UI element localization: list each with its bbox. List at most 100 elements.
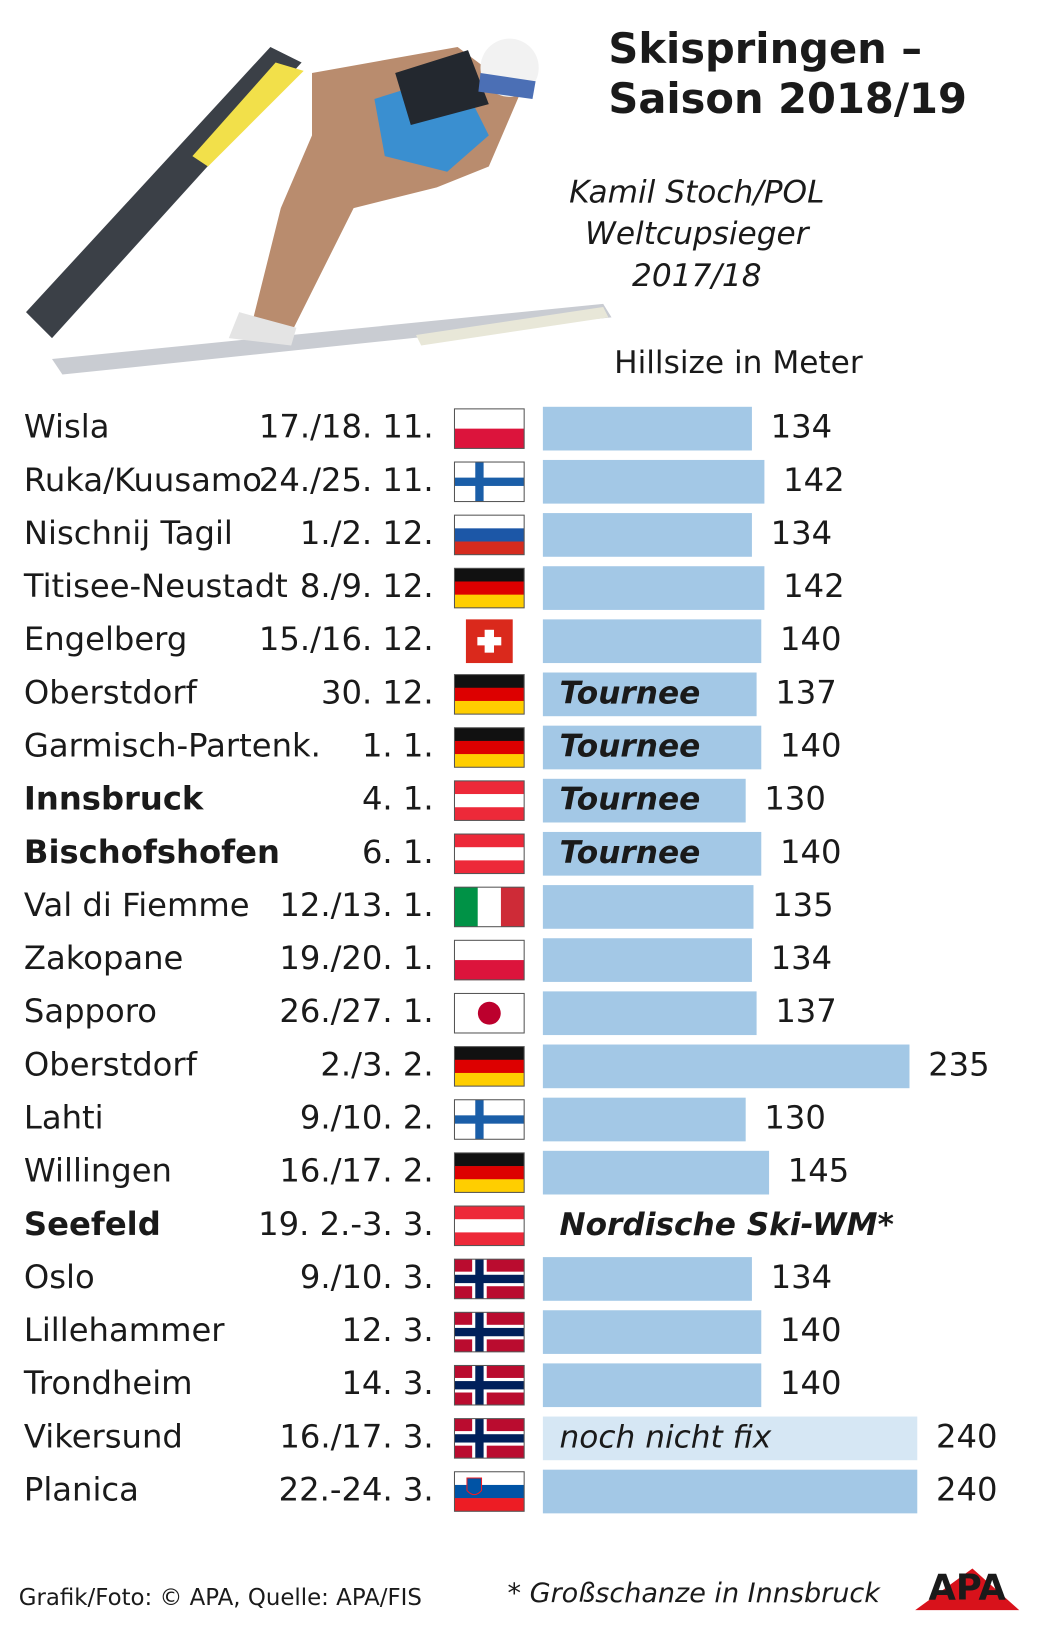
flag bbox=[453, 1205, 525, 1247]
title-line: Skispringen – bbox=[608, 24, 922, 73]
value-label: 130 bbox=[764, 780, 826, 818]
value-label: 130 bbox=[764, 1099, 826, 1137]
flag-border bbox=[453, 567, 525, 609]
date: 30. 12. bbox=[321, 673, 434, 711]
flag-stripe bbox=[454, 1232, 525, 1246]
date: 6. 1. bbox=[362, 833, 434, 871]
flag bbox=[453, 1046, 525, 1087]
footnote: * Großschanze in Innsbruck bbox=[508, 1578, 882, 1609]
flag-border bbox=[453, 461, 525, 503]
flag-cross bbox=[454, 1274, 525, 1284]
bar-label: noch nicht fix bbox=[560, 1419, 772, 1455]
flag bbox=[453, 780, 525, 821]
flag-border bbox=[453, 939, 525, 981]
title-line: Saison 2018/19 bbox=[608, 74, 967, 123]
flag-stripe bbox=[454, 860, 525, 874]
venue: Oberstdorf bbox=[24, 1045, 198, 1083]
venue: Willingen bbox=[24, 1152, 172, 1190]
flag-border bbox=[453, 1364, 525, 1406]
flag-stripe bbox=[454, 428, 525, 449]
value-label: 140 bbox=[780, 833, 842, 871]
bar-label: Tournee bbox=[560, 675, 701, 711]
flag-border bbox=[453, 833, 525, 875]
date: 22.-24. 3. bbox=[279, 1471, 434, 1509]
flag bbox=[453, 1152, 525, 1193]
venue: Zakopane bbox=[24, 939, 183, 977]
venue: Val di Fiemme bbox=[24, 886, 250, 924]
flag-stripe bbox=[454, 1484, 525, 1499]
bar bbox=[542, 885, 754, 929]
venue: Oberstdorf bbox=[24, 673, 198, 711]
flag-border bbox=[453, 1046, 525, 1087]
flag-stripe bbox=[454, 594, 525, 609]
bar bbox=[542, 991, 757, 1036]
flag-cross bbox=[454, 1381, 525, 1390]
date: 4. 1. bbox=[362, 780, 434, 818]
flag-stripe bbox=[454, 687, 525, 702]
date: 15./16. 12. bbox=[259, 620, 434, 658]
flag-stripe bbox=[454, 568, 525, 582]
venue: Titisee-Neustadt bbox=[23, 567, 288, 605]
flag-disc bbox=[477, 1001, 501, 1025]
bar bbox=[542, 1469, 918, 1514]
value-label: 140 bbox=[780, 727, 842, 765]
value-label: 135 bbox=[772, 886, 834, 924]
value-label: 134 bbox=[771, 1258, 833, 1296]
flag-border bbox=[453, 1099, 525, 1140]
date: 24./25. 11. bbox=[259, 461, 434, 499]
bar bbox=[542, 938, 752, 982]
venue: Innsbruck bbox=[24, 780, 205, 818]
bar bbox=[542, 566, 765, 610]
flag-stripe bbox=[454, 1059, 525, 1074]
flag-stripe bbox=[454, 887, 479, 927]
flag-border bbox=[453, 992, 525, 1034]
flag-stripe bbox=[454, 754, 525, 768]
flag bbox=[453, 1471, 525, 1512]
venue: Sapporo bbox=[24, 992, 157, 1030]
bar bbox=[542, 1097, 746, 1142]
flag-stripe bbox=[454, 1498, 525, 1512]
bar-label: Tournee bbox=[560, 782, 701, 818]
venue: Nischnij Tagil bbox=[24, 514, 233, 552]
flag-border bbox=[453, 780, 525, 821]
value-label: 134 bbox=[771, 939, 833, 977]
flag-cross bbox=[477, 637, 502, 646]
bar bbox=[542, 778, 746, 823]
venue: Seefeld bbox=[24, 1205, 161, 1243]
value-label: 137 bbox=[775, 673, 837, 711]
bar-label: Nordische Ski-WM* bbox=[560, 1207, 894, 1243]
flag-border bbox=[453, 1418, 525, 1459]
flag-stripe bbox=[454, 700, 525, 715]
flag-border bbox=[453, 408, 525, 449]
flag-stripe bbox=[454, 807, 525, 821]
flag-border bbox=[453, 886, 525, 928]
value-label: 240 bbox=[936, 1417, 998, 1455]
axis-label: Hillsize in Meter bbox=[614, 345, 863, 381]
flag bbox=[453, 1099, 525, 1140]
flag-stripe bbox=[477, 887, 502, 927]
flag-stripe bbox=[454, 1046, 525, 1061]
date: 16./17. 3. bbox=[279, 1417, 433, 1455]
flag-cross bbox=[454, 1327, 525, 1337]
flag bbox=[453, 1258, 525, 1300]
date: 9./10. 2. bbox=[300, 1099, 434, 1137]
source: Grafik/Foto: © APA, Quelle: APA/FIS bbox=[19, 1585, 422, 1611]
flag-border bbox=[453, 1205, 525, 1247]
value-label: 134 bbox=[771, 408, 833, 446]
bar bbox=[542, 513, 752, 557]
flag-stripe bbox=[454, 1166, 525, 1180]
flag bbox=[453, 674, 525, 715]
flag bbox=[453, 567, 525, 609]
flag bbox=[465, 619, 513, 664]
flag-border bbox=[453, 1311, 525, 1353]
venue: Garmisch-Partenk. bbox=[24, 727, 321, 765]
venue: Bischofshofen bbox=[24, 833, 280, 871]
flag-stripe bbox=[454, 780, 525, 795]
flag-stripe bbox=[454, 674, 525, 689]
subtitle-line: 2017/18 bbox=[632, 258, 762, 294]
flag-border bbox=[453, 1258, 525, 1300]
logo: APA bbox=[928, 1567, 1006, 1608]
subtitle-line: Kamil Stoch/POL bbox=[569, 175, 824, 211]
date: 12. 3. bbox=[341, 1311, 433, 1349]
flag-stripe bbox=[454, 541, 525, 555]
